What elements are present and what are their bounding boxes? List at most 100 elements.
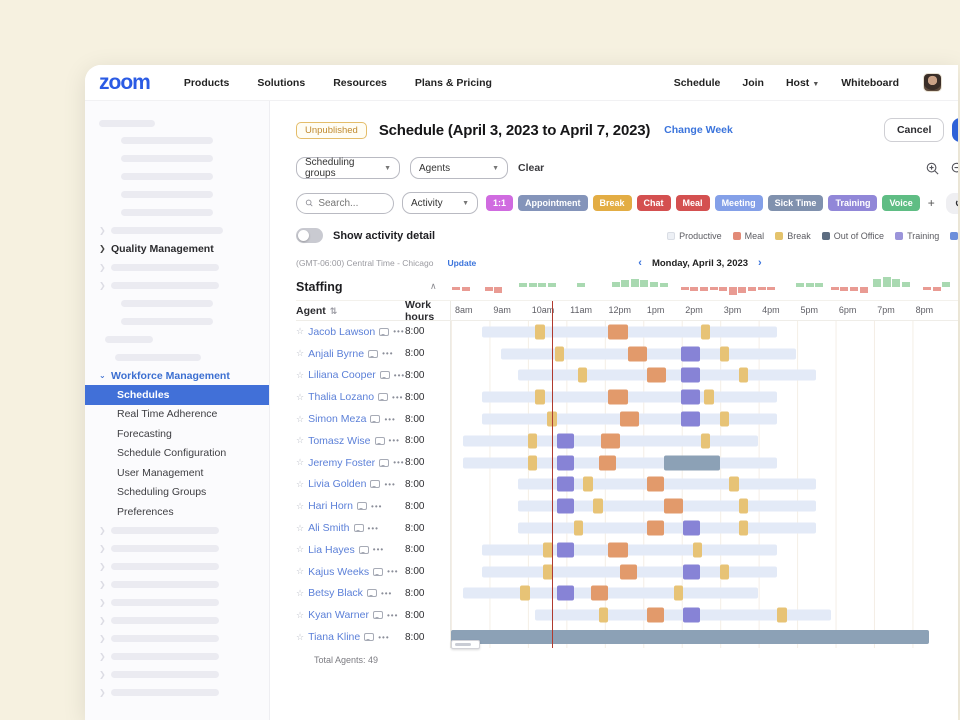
star-icon[interactable]: ☆ [296,500,305,511]
activity-block-break[interactable] [535,324,546,340]
cancel-button[interactable]: Cancel [883,118,945,142]
chat-bubble-icon[interactable] [379,458,390,467]
activity-block-break[interactable] [700,324,711,340]
agent-timeline[interactable] [450,538,950,561]
agent-name-link[interactable]: Thalia Lozano [308,391,375,404]
star-icon[interactable]: ☆ [296,413,305,424]
activity-block-meeting[interactable] [681,411,701,427]
row-menu-button[interactable]: ••• [382,349,394,359]
save-and-publish-button[interactable]: Save and Publish [952,118,958,142]
agent-name-link[interactable]: Kajus Weeks [308,565,370,578]
activity-block-meeting[interactable] [683,520,701,536]
agent-timeline[interactable] [450,517,950,539]
agent-timeline[interactable] [450,364,950,387]
row-menu-button[interactable]: ••• [372,545,385,555]
star-icon[interactable]: ☆ [296,544,305,555]
activity-block-break[interactable] [520,585,530,601]
agent-name-link[interactable]: Lia Hayes [308,543,355,556]
prev-day-button[interactable]: ‹ [638,257,642,269]
activity-block-break[interactable] [598,607,609,623]
agent-name-link[interactable]: Ali Smith [308,522,350,535]
chat-bubble-icon[interactable] [357,502,368,511]
next-day-button[interactable]: › [758,257,762,269]
nav-item-solutions[interactable]: Solutions [257,76,306,89]
agent-timeline[interactable] [450,386,950,409]
add-activity-button[interactable]: + [927,196,935,210]
sidebar-item-preferences[interactable]: Preferences [117,505,174,518]
star-icon[interactable]: ☆ [296,587,305,598]
agent-timeline[interactable] [450,451,950,474]
activity-block-break[interactable] [700,433,711,449]
star-icon[interactable]: ☆ [296,326,305,337]
chat-bubble-icon[interactable] [378,393,389,402]
activity-tag-meeting[interactable]: Meeting [714,195,763,211]
activity-block-break[interactable] [692,542,703,558]
star-icon[interactable]: ☆ [296,369,305,380]
agent-name-link[interactable]: Betsy Black [308,587,363,600]
activity-block-break[interactable] [527,455,538,471]
sidebar-item-user-management[interactable]: User Management [117,466,204,479]
update-timezone-link[interactable]: Update [447,258,477,268]
activity-tag-meal[interactable]: Meal [675,195,710,211]
activity-block-break[interactable] [573,520,584,536]
nav-item-resources[interactable]: Resources [333,76,387,89]
activity-block-break[interactable] [546,411,557,427]
activity-block-break[interactable] [738,367,749,383]
activity-block-meal[interactable] [598,455,617,471]
activity-tag-sick-time[interactable]: Sick Time [767,195,824,211]
activity-block-meal[interactable] [627,346,647,362]
chat-bubble-icon[interactable] [379,327,390,336]
star-icon[interactable]: ☆ [296,457,305,468]
chat-bubble-icon[interactable] [358,545,369,554]
activity-block-meal[interactable] [646,476,665,492]
activity-select[interactable]: Activity ▼ [402,192,478,214]
star-icon[interactable]: ☆ [296,435,305,446]
chat-bubble-icon[interactable] [372,611,383,620]
activity-tag-training[interactable]: Training [828,195,878,211]
nav-item-plans-pricing[interactable]: Plans & Pricing [414,76,492,89]
activity-block-meal[interactable] [646,607,665,623]
agent-name-link[interactable]: Hari Horn [308,500,354,513]
activity-block-meeting[interactable] [681,346,701,362]
agent-timeline[interactable] [450,473,950,496]
activity-tag-1-1[interactable]: 1:1 [486,195,514,211]
row-menu-button[interactable]: ••• [388,436,400,446]
nav-item-whiteboard[interactable]: Whiteboard [841,76,899,89]
row-menu-button[interactable]: ••• [380,588,393,598]
activity-block-break[interactable] [729,476,739,492]
agent-timeline[interactable] [450,408,950,430]
chat-bubble-icon[interactable] [353,524,364,533]
search-input[interactable] [318,197,385,209]
row-menu-button[interactable]: ••• [384,479,396,489]
activity-tag-voice[interactable]: Voice [882,195,920,211]
row-menu-button[interactable]: ••• [384,414,396,424]
agent-name-link[interactable]: Tomasz Wise [308,434,371,447]
agent-name-link[interactable]: Liliana Cooper [308,369,376,382]
activity-block-break[interactable] [719,564,730,580]
activity-block-break[interactable] [593,498,603,514]
sidebar-item-scheduling-groups[interactable]: Scheduling Groups [117,486,207,499]
activity-block-meeting[interactable] [556,433,574,449]
collapse-staffing-icon[interactable]: ∧ [430,281,437,291]
agent-name-link[interactable]: Jacob Lawson [308,325,376,338]
activity-block-meeting[interactable] [683,564,701,580]
activity-block-break[interactable] [554,346,565,362]
activity-block-meal[interactable] [619,411,640,427]
activity-block-meeting[interactable] [556,455,574,471]
activity-block-break[interactable] [535,389,546,405]
chat-bubble-icon[interactable] [368,349,379,358]
activity-tag-break[interactable]: Break [592,195,632,211]
sidebar-section-workforce-management[interactable]: ⌄ Workforce Management [99,369,230,382]
activity-block-break[interactable] [719,411,730,427]
sidebar-item-forecasting[interactable]: Forecasting [117,427,172,440]
agent-name-link[interactable]: Kyan Warner [308,609,369,622]
scheduling-groups-select[interactable]: Scheduling groups ▼ [296,157,400,179]
chat-bubble-icon[interactable] [373,567,384,576]
star-icon[interactable]: ☆ [296,631,305,642]
activity-block-meeting[interactable] [681,367,701,383]
activity-block-meeting[interactable] [556,498,574,514]
activity-block-break[interactable] [543,542,553,558]
activity-block-meeting[interactable] [556,585,574,601]
row-menu-button[interactable]: ••• [367,523,379,533]
nav-item-products[interactable]: Products [183,76,230,89]
